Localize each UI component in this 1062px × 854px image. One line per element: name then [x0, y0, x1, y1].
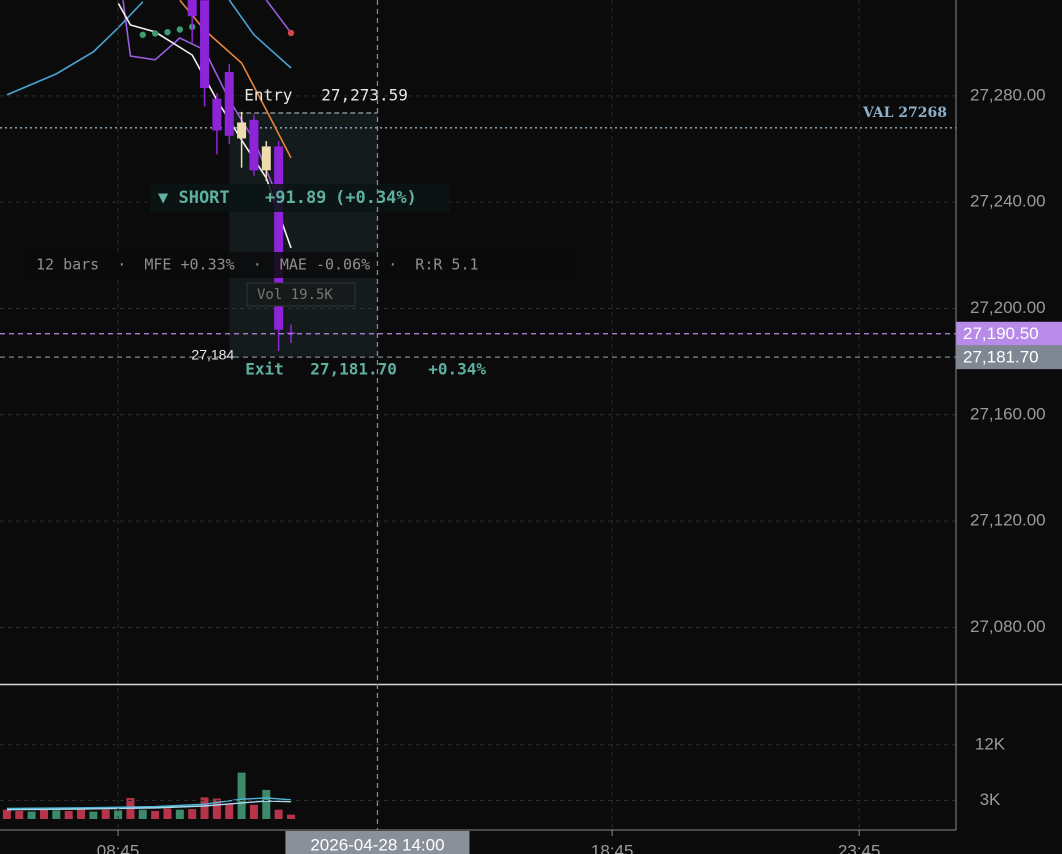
candle-body: [187, 0, 197, 17]
volume-bar: [52, 810, 61, 819]
price-tag-label: 27,181.70: [963, 348, 1039, 367]
volume-bar: [39, 809, 48, 819]
exit-label: Exit: [245, 360, 284, 379]
candle-body: [224, 72, 234, 136]
volume-bar: [27, 811, 36, 819]
entry-price: 27,273.59: [321, 85, 408, 104]
trade-stats: 12 bars · MFE +0.33% · MAE -0.06% · R:R …: [36, 256, 479, 274]
candle-body: [237, 122, 247, 139]
volume-bar: [77, 809, 86, 819]
volume-bar: [225, 804, 234, 819]
volume-bar: [15, 810, 24, 819]
y-tick-label: 27,120.00: [970, 511, 1046, 530]
volume-bar: [200, 797, 209, 819]
low-label: 27,184: [191, 347, 234, 363]
indicator-line: [179, 0, 292, 159]
indicator-line: [265, 0, 292, 34]
volume-bar: [262, 789, 271, 819]
volume-bar: [286, 814, 295, 819]
level-label: VAL 27268: [862, 105, 947, 121]
volume-bar: [138, 809, 147, 819]
entry-label: Entry: [244, 85, 293, 104]
volume-bar: [64, 810, 73, 819]
dot: [164, 28, 171, 36]
volume-pane: [2, 772, 295, 819]
price-tag: [956, 321, 1062, 346]
volume-bar: [163, 808, 172, 819]
volume-bar: [101, 809, 110, 819]
crosshair-label: 2026-04-28 14:00: [310, 835, 444, 854]
price-tag-label: 27,190.50: [963, 324, 1039, 343]
x-tick-label: 18:45: [591, 841, 634, 854]
exit-pct: +0.34%: [428, 360, 486, 379]
candle-body: [249, 119, 259, 171]
pnl-pct: (+0.34%): [335, 188, 417, 208]
y-tick-label: 27,280.00: [970, 85, 1046, 104]
dot: [176, 26, 184, 33]
dot: [287, 29, 295, 37]
price-pane: [0, 0, 956, 628]
volume-bar: [89, 811, 98, 819]
dot: [151, 30, 159, 37]
volume-bar: [249, 804, 258, 819]
volume-bar: [274, 809, 283, 819]
side-bg: [150, 184, 450, 212]
dot: [139, 31, 146, 39]
crosshair-tag: [285, 831, 470, 854]
volume-bar: [212, 798, 221, 819]
volume-bar: [114, 810, 123, 819]
candle-body: [200, 0, 210, 88]
candle-body: [261, 146, 271, 171]
trade-volume: Vol 19.5K: [257, 287, 333, 303]
y-tick-label: 27,160.00: [970, 404, 1046, 423]
volume-bar: [175, 809, 184, 819]
x-tick-label: 23:45: [838, 841, 881, 854]
side-label: ▼ SHORT: [158, 188, 230, 208]
pnl: +91.89: [265, 188, 326, 208]
volume-box: [246, 282, 356, 307]
volume-tick-label: 3K: [980, 790, 1001, 809]
indicator-line: [6, 797, 292, 810]
stats-bg: [28, 252, 573, 278]
volume-bar: [188, 809, 197, 819]
volume-bar: [237, 772, 246, 819]
volume-tick-label: 12K: [975, 734, 1006, 753]
price-tag: [956, 345, 1062, 370]
y-tick-label: 27,200.00: [970, 298, 1046, 317]
indicator-line: [228, 0, 292, 69]
exit-price: 27,181.70: [310, 360, 397, 379]
candle-body: [274, 146, 284, 330]
indicator-line: [6, 800, 292, 811]
x-tick-label: 08:45: [97, 841, 140, 854]
volume-bar: [151, 810, 160, 819]
candle-body: [212, 98, 222, 131]
y-tick-label: 27,240.00: [970, 192, 1046, 211]
volume-bar: [2, 809, 11, 819]
y-tick-label: 27,080.00: [970, 617, 1046, 636]
